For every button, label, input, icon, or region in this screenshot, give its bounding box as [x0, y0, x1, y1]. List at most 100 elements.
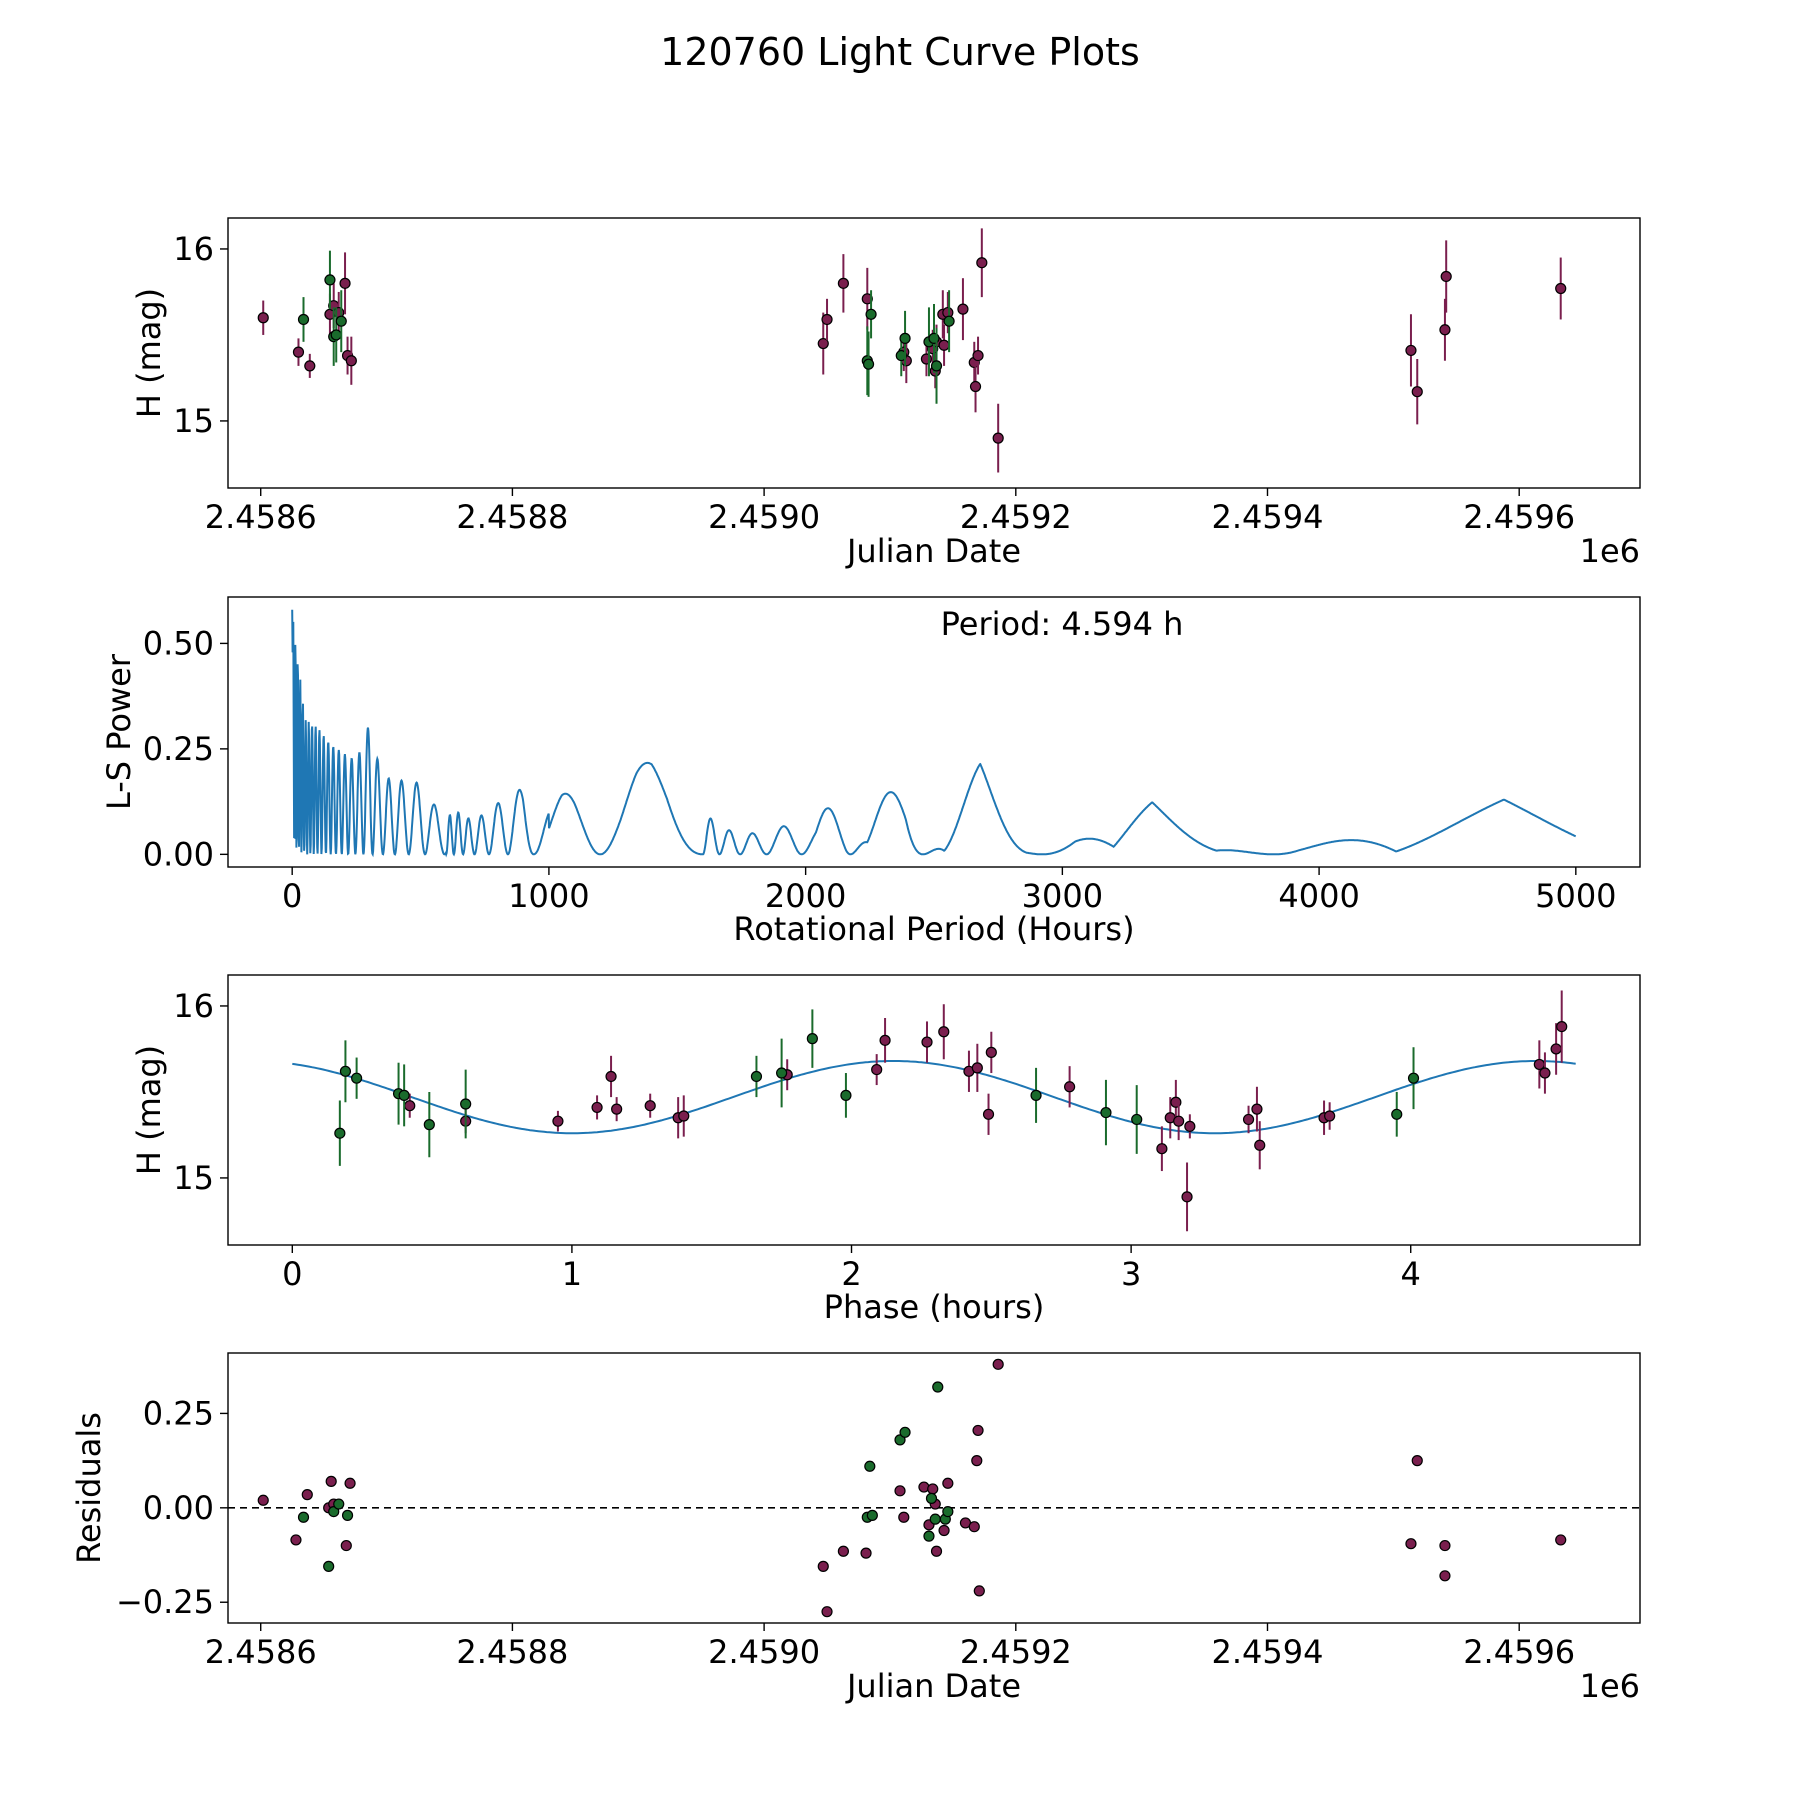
lc-point-magenta: [1555, 282, 1567, 295]
res-point-green: [297, 1511, 310, 1523]
phase-point-green: [1100, 1106, 1112, 1119]
phase-point-green: [398, 1089, 410, 1101]
phase-point-magenta: [1156, 1143, 1168, 1155]
phase-point-magenta: [611, 1103, 623, 1115]
phase-fit-line: [292, 1060, 1576, 1135]
lc-point-magenta: [972, 349, 984, 362]
res-point-magenta: [938, 1524, 950, 1537]
phase-point-magenta: [605, 1070, 617, 1083]
res-point-magenta: [344, 1477, 356, 1489]
res-point-magenta: [1439, 1570, 1451, 1582]
ls-axes-frame: [227, 596, 1641, 868]
phase-xtick-label: 0: [282, 1255, 302, 1293]
res-point-green: [866, 1509, 878, 1521]
res-xtick-label: 2.4586: [205, 1633, 317, 1671]
ls-series-group: [291, 609, 1577, 858]
ls-ytick-label: 0.50: [143, 624, 214, 662]
res-point-magenta: [340, 1539, 352, 1552]
ls-ylabel: L-S Power: [100, 653, 138, 810]
lc-point-magenta: [257, 312, 269, 324]
phase-ylabel: H (mag): [130, 1045, 168, 1175]
lc-point-green: [895, 349, 907, 362]
res-point-green: [925, 1492, 938, 1504]
phase-series-group: [292, 990, 1576, 1232]
res-point-magenta: [325, 1475, 337, 1487]
res-point-magenta: [290, 1534, 302, 1546]
lc-point-magenta: [821, 313, 833, 326]
lc-point-magenta: [976, 257, 988, 269]
lc-point-green: [899, 332, 911, 344]
ls-period-annotation: Period: 4.594 h: [941, 605, 1184, 643]
res-point-magenta: [860, 1547, 872, 1559]
lc-point-green: [335, 315, 347, 327]
ls-axes: 0 1000 2000 3000 4000 5000 0.00 0.25 0.50: [143, 624, 1617, 915]
lc-point-magenta: [969, 380, 982, 393]
res-point-magenta: [257, 1494, 269, 1506]
res-xtick-label: 2.4592: [960, 1633, 1072, 1671]
lc-point-magenta: [339, 277, 351, 289]
res-xtick-label: 2.4594: [1212, 1633, 1324, 1671]
phase-point-magenta: [1064, 1081, 1076, 1093]
lc-point-green: [862, 358, 875, 370]
res-point-magenta: [973, 1585, 985, 1597]
lc-xtick-label: 2.4592: [960, 498, 1072, 536]
phase-point-green: [750, 1070, 763, 1083]
phase-point-magenta: [404, 1100, 416, 1112]
lc-point-magenta: [304, 360, 316, 372]
lc-point-magenta: [938, 339, 950, 351]
res-point-magenta: [930, 1545, 943, 1557]
phase-point-magenta: [985, 1046, 997, 1058]
res-point-green: [929, 1513, 941, 1525]
lc-point-green: [324, 274, 336, 286]
lc-point-magenta: [1439, 324, 1451, 336]
res-point-magenta: [817, 1560, 829, 1572]
lc-xtick-label: 2.4596: [1463, 498, 1575, 536]
res-point-magenta: [1439, 1539, 1451, 1552]
lc-xtick-label: 2.4590: [708, 498, 820, 536]
res-ylabel: Residuals: [70, 1412, 108, 1564]
res-point-magenta: [894, 1485, 906, 1497]
phase-point-magenta: [921, 1036, 933, 1048]
res-xtick-label: 2.4588: [456, 1633, 568, 1671]
ls-xlabel: Rotational Period (Hours): [733, 910, 1134, 948]
phase-ytick-label: 15: [173, 1159, 214, 1197]
lc-ytick-label: 16: [173, 230, 214, 268]
phase-xtick-label: 4: [1401, 1255, 1421, 1293]
res-point-magenta: [837, 1545, 849, 1557]
ls-xtick-label: 1000: [508, 877, 589, 915]
res-point-magenta: [971, 1455, 983, 1467]
phase-point-green: [1407, 1072, 1420, 1084]
lc-series-group: [257, 228, 1567, 473]
phase-xtick-label: 2: [841, 1255, 861, 1293]
phase-point-green: [423, 1119, 435, 1131]
res-point-magenta: [821, 1606, 833, 1618]
res-point-magenta: [992, 1358, 1004, 1370]
ls-xtick-label: 5000: [1535, 877, 1616, 915]
lc-ytick-label: 15: [173, 402, 214, 440]
panel-light-curve: 2.4586 2.4588 2.4590 2.4592 2.4594 2.4596 15 16…: [130, 217, 1641, 570]
res-xtick-label: 2.4596: [1463, 1633, 1575, 1671]
phase-point-magenta: [552, 1115, 564, 1127]
lc-point-magenta: [292, 346, 305, 358]
phase-point-green: [1030, 1089, 1042, 1101]
res-ytick-label: 0.25: [143, 1394, 214, 1432]
phase-point-green: [840, 1089, 852, 1101]
panel-residuals: 2.4586 2.4588 2.4590 2.4592 2.4594 2.4596 −0.2…: [70, 1352, 1641, 1705]
panel-periodogram: 0 1000 2000 3000 4000 5000 0.00 0.25 0.50 Period…: [100, 596, 1641, 948]
ls-ytick-label: 0.00: [143, 835, 214, 873]
res-point-magenta: [301, 1489, 313, 1501]
phase-point-magenta: [938, 1026, 950, 1038]
res-point-magenta: [927, 1483, 939, 1495]
lc-point-magenta: [345, 355, 357, 367]
phase-point-magenta: [1251, 1103, 1263, 1115]
lc-point-magenta: [861, 293, 873, 305]
phase-point-green: [776, 1067, 788, 1079]
res-axes: 2.4586 2.4588 2.4590 2.4592 2.4594 2.4596 −0.2…: [116, 1394, 1575, 1671]
res-point-green: [942, 1506, 954, 1518]
phase-point-green: [351, 1072, 363, 1084]
lc-xlabel: Julian Date: [845, 532, 1021, 570]
lc-offset-label: 1e6: [1580, 532, 1640, 570]
phase-point-magenta: [1556, 1020, 1568, 1033]
phase-xtick-label: 1: [562, 1255, 582, 1293]
ls-power-line: [291, 609, 1577, 858]
